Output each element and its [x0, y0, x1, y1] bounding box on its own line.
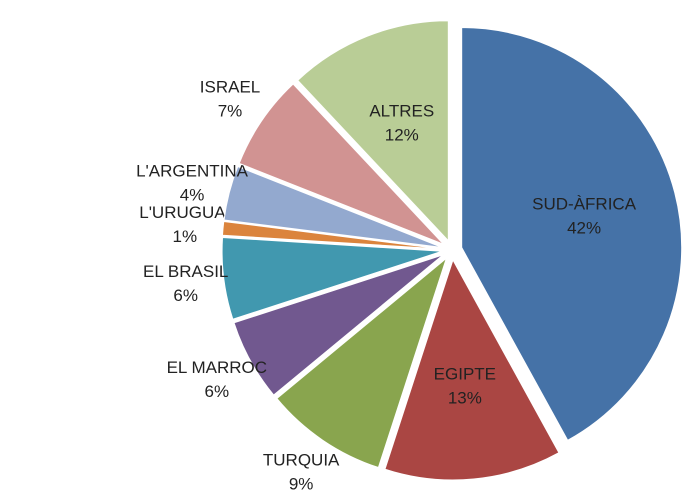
pie-slice	[238, 83, 445, 245]
slice-value-label: 13%	[448, 388, 482, 407]
slice-label: ISRAEL	[200, 78, 260, 97]
pie-slice	[461, 27, 682, 441]
slice-value-label: 1%	[173, 227, 198, 246]
pie-slice	[233, 254, 444, 396]
slice-label: EL BRASIL	[143, 262, 228, 281]
slice-label: L'ARGENTINA	[136, 162, 249, 181]
pie-slice	[223, 165, 443, 249]
slice-value-label: 6%	[173, 286, 198, 305]
slice-label: TURQUIA	[263, 450, 340, 469]
slice-value-label: 4%	[180, 186, 205, 205]
slice-label: L'URUGUAI	[139, 203, 230, 222]
slice-value-label: 6%	[205, 382, 230, 401]
slice-label: ALTRES	[369, 102, 434, 121]
slice-value-label: 7%	[218, 102, 243, 121]
slice-label: SUD-ÀFRICA	[532, 195, 637, 214]
slice-label: EL MARROC	[167, 358, 267, 377]
slice-value-label: 9%	[289, 474, 314, 493]
slice-value-label: 42%	[567, 219, 601, 238]
pie-slice	[221, 236, 443, 320]
pie-slice	[276, 256, 448, 469]
pie-slice	[297, 20, 449, 242]
pie-slice	[384, 258, 560, 481]
slice-value-label: 12%	[385, 126, 419, 145]
pie-slice	[221, 220, 443, 250]
slice-label: EGIPTE	[434, 364, 496, 383]
